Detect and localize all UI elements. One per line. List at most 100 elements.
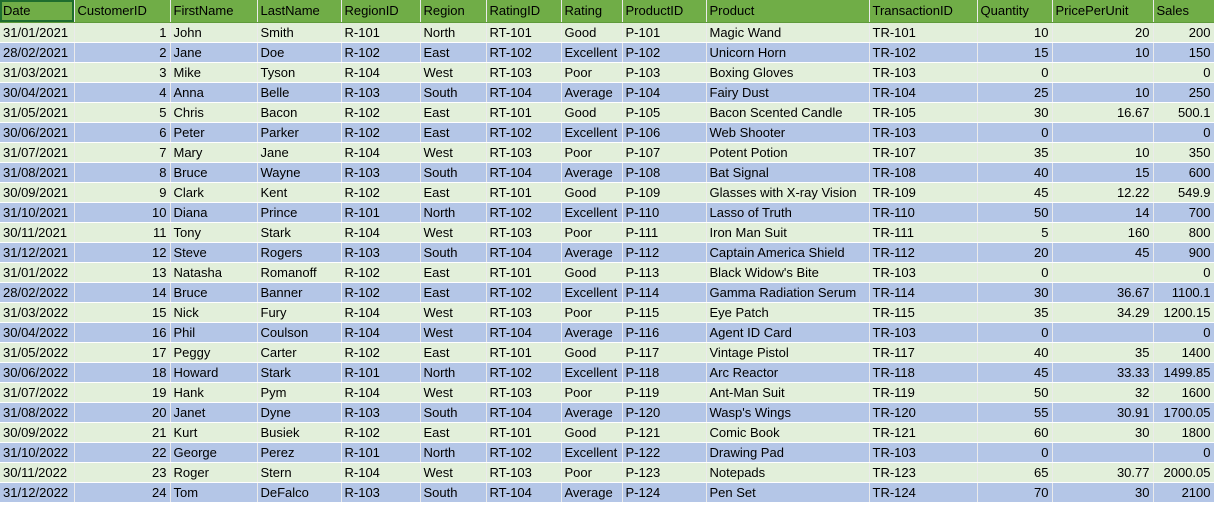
cell-date[interactable]: 31/07/2022 [0, 382, 75, 403]
cell-firstname[interactable]: Anna [170, 82, 258, 103]
cell-ratingid[interactable]: RT-101 [486, 342, 562, 363]
cell-productid[interactable]: P-107 [622, 142, 707, 163]
cell-ratingid[interactable]: RT-102 [486, 442, 562, 463]
cell-product[interactable]: Unicorn Horn [706, 42, 870, 63]
cell-transactionid[interactable]: TR-120 [869, 402, 978, 423]
cell-sales[interactable]: 1400 [1153, 342, 1214, 363]
cell-region[interactable]: West [420, 222, 487, 243]
cell-firstname[interactable]: Phil [170, 322, 258, 343]
cell-sales[interactable]: 0 [1153, 322, 1214, 343]
cell-rating[interactable]: Poor [561, 382, 623, 403]
cell-sales[interactable]: 200 [1153, 22, 1214, 43]
cell-region[interactable]: North [420, 202, 487, 223]
cell-date[interactable]: 30/09/2021 [0, 182, 75, 203]
column-header-product[interactable]: Product [706, 0, 870, 23]
cell-productid[interactable]: P-108 [622, 162, 707, 183]
cell-date[interactable]: 31/01/2021 [0, 22, 75, 43]
cell-priceperunit[interactable]: 30.91 [1052, 402, 1154, 423]
cell-rating[interactable]: Good [561, 342, 623, 363]
cell-ratingid[interactable]: RT-101 [486, 422, 562, 443]
cell-customerid[interactable]: 15 [74, 302, 171, 323]
cell-rating[interactable]: Average [561, 482, 623, 503]
cell-quantity[interactable]: 45 [977, 362, 1053, 383]
cell-product[interactable]: Fairy Dust [706, 82, 870, 103]
cell-customerid[interactable]: 6 [74, 122, 171, 143]
cell-sales[interactable]: 800 [1153, 222, 1214, 243]
cell-customerid[interactable]: 4 [74, 82, 171, 103]
cell-customerid[interactable]: 24 [74, 482, 171, 503]
cell-rating[interactable]: Poor [561, 62, 623, 83]
cell-transactionid[interactable]: TR-115 [869, 302, 978, 323]
cell-transactionid[interactable]: TR-103 [869, 122, 978, 143]
cell-quantity[interactable]: 65 [977, 462, 1053, 483]
cell-regionid[interactable]: R-101 [341, 202, 421, 223]
cell-sales[interactable]: 700 [1153, 202, 1214, 223]
cell-date[interactable]: 31/12/2021 [0, 242, 75, 263]
cell-priceperunit[interactable]: 10 [1052, 142, 1154, 163]
cell-lastname[interactable]: Belle [257, 82, 342, 103]
column-header-transactionid[interactable]: TransactionID [869, 0, 978, 23]
cell-ratingid[interactable]: RT-103 [486, 62, 562, 83]
cell-productid[interactable]: P-120 [622, 402, 707, 423]
cell-lastname[interactable]: Romanoff [257, 262, 342, 283]
cell-transactionid[interactable]: TR-124 [869, 482, 978, 503]
cell-sales[interactable]: 0 [1153, 62, 1214, 83]
cell-transactionid[interactable]: TR-103 [869, 62, 978, 83]
cell-rating[interactable]: Excellent [561, 442, 623, 463]
cell-rating[interactable]: Good [561, 422, 623, 443]
cell-date[interactable]: 30/04/2022 [0, 322, 75, 343]
cell-ratingid[interactable]: RT-104 [486, 322, 562, 343]
cell-quantity[interactable]: 55 [977, 402, 1053, 423]
cell-lastname[interactable]: Tyson [257, 62, 342, 83]
cell-region[interactable]: North [420, 22, 487, 43]
column-header-productid[interactable]: ProductID [622, 0, 707, 23]
column-header-regionid[interactable]: RegionID [341, 0, 421, 23]
cell-transactionid[interactable]: TR-103 [869, 262, 978, 283]
cell-productid[interactable]: P-116 [622, 322, 707, 343]
cell-firstname[interactable]: Bruce [170, 162, 258, 183]
cell-sales[interactable]: 1200.15 [1153, 302, 1214, 323]
cell-date[interactable]: 30/11/2022 [0, 462, 75, 483]
cell-productid[interactable]: P-103 [622, 62, 707, 83]
cell-firstname[interactable]: Mary [170, 142, 258, 163]
cell-rating[interactable]: Good [561, 182, 623, 203]
cell-priceperunit[interactable]: 30 [1052, 482, 1154, 503]
cell-productid[interactable]: P-106 [622, 122, 707, 143]
cell-customerid[interactable]: 17 [74, 342, 171, 363]
cell-product[interactable]: Agent ID Card [706, 322, 870, 343]
cell-ratingid[interactable]: RT-103 [486, 302, 562, 323]
cell-date[interactable]: 30/06/2021 [0, 122, 75, 143]
cell-product[interactable]: Bat Signal [706, 162, 870, 183]
column-header-rating[interactable]: Rating [561, 0, 623, 23]
cell-date[interactable]: 28/02/2021 [0, 42, 75, 63]
cell-transactionid[interactable]: TR-101 [869, 22, 978, 43]
column-header-sales[interactable]: Sales [1153, 0, 1214, 23]
cell-quantity[interactable]: 0 [977, 442, 1053, 463]
cell-rating[interactable]: Average [561, 162, 623, 183]
cell-priceperunit[interactable]: 45 [1052, 242, 1154, 263]
cell-productid[interactable]: P-111 [622, 222, 707, 243]
cell-region[interactable]: North [420, 442, 487, 463]
cell-region[interactable]: East [420, 282, 487, 303]
cell-priceperunit[interactable]: 32 [1052, 382, 1154, 403]
cell-priceperunit[interactable] [1052, 442, 1154, 463]
cell-customerid[interactable]: 7 [74, 142, 171, 163]
cell-productid[interactable]: P-121 [622, 422, 707, 443]
cell-priceperunit[interactable]: 15 [1052, 162, 1154, 183]
cell-ratingid[interactable]: RT-104 [486, 242, 562, 263]
cell-ratingid[interactable]: RT-103 [486, 222, 562, 243]
cell-lastname[interactable]: Wayne [257, 162, 342, 183]
cell-lastname[interactable]: Coulson [257, 322, 342, 343]
cell-product[interactable]: Glasses with X-ray Vision [706, 182, 870, 203]
cell-regionid[interactable]: R-102 [341, 342, 421, 363]
cell-sales[interactable]: 900 [1153, 242, 1214, 263]
cell-ratingid[interactable]: RT-101 [486, 182, 562, 203]
cell-productid[interactable]: P-110 [622, 202, 707, 223]
cell-priceperunit[interactable] [1052, 62, 1154, 83]
cell-product[interactable]: Potent Potion [706, 142, 870, 163]
cell-lastname[interactable]: Carter [257, 342, 342, 363]
cell-priceperunit[interactable]: 10 [1052, 82, 1154, 103]
cell-sales[interactable]: 1499.85 [1153, 362, 1214, 383]
cell-date[interactable]: 30/04/2021 [0, 82, 75, 103]
cell-customerid[interactable]: 12 [74, 242, 171, 263]
